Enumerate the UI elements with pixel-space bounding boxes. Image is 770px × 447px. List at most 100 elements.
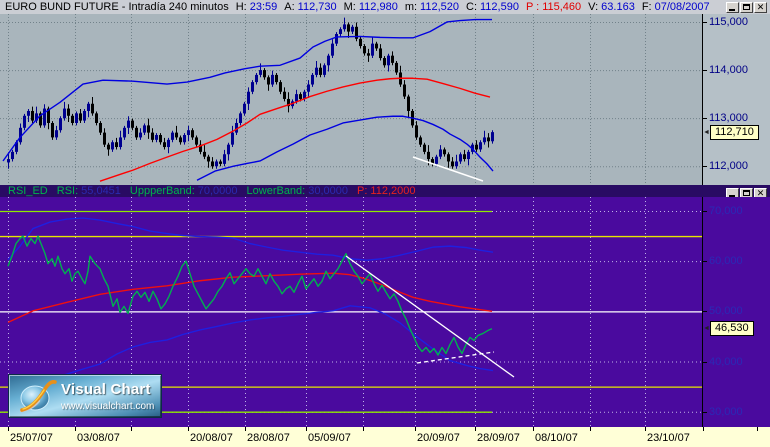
date-axis-tick (8, 427, 9, 431)
maximize-icon (743, 4, 750, 10)
rsi-header-bar: RSI_ED RSI: 55,0451 UppperBand: 70,0000 Lower… (0, 185, 770, 197)
rsi-trendline (345, 255, 515, 378)
close-icon: ✕ (756, 2, 765, 12)
quote-field-label: m: (404, 1, 418, 13)
rsi-axis-tick (702, 311, 707, 312)
minimize-icon (729, 9, 735, 11)
quote-field-value: 112,730 (297, 1, 337, 13)
date-axis-tick (75, 427, 76, 431)
date-axis-tick (245, 427, 246, 431)
date-axis-tick (645, 427, 646, 431)
chart-title: EURO BUND FUTURE - Intradía 240 minutos (5, 1, 229, 13)
quote-field-label: UppperBand: (129, 185, 195, 197)
rsi-line (7, 235, 493, 356)
rsi-axis-label: 70,000 (709, 205, 743, 217)
rsi-value-label: ◄ 46,530 (703, 321, 754, 336)
quote-field-value: 112,520 (420, 1, 459, 13)
rsi-lower-bollinger (7, 305, 494, 382)
price-axis-tick (702, 70, 707, 71)
title-quote-fields: H: 23:59 A: 112,730 M: 112,980 m: 112,520 C: 112,… (229, 1, 710, 13)
trendline (412, 156, 484, 182)
quote-field-label: P : (525, 1, 540, 13)
moving-average (99, 77, 491, 182)
quote-field-value: 115,460 (542, 1, 582, 13)
quote-field-value: 112,980 (358, 1, 398, 13)
price-axis-tick (702, 118, 707, 119)
price-axis-tick (702, 22, 707, 23)
date-axis-tick (757, 427, 758, 431)
date-axis: 25/07/07 03/08/07 20/08/07 28/08/07 05/09/07… (0, 427, 770, 447)
price-chart-panel: 115,000 114,000 113,000 112,000 ◄ 112,710 (0, 14, 770, 185)
quote-field-value: 70,0000 (197, 185, 238, 197)
rsi-axis-label: 30,000 (709, 406, 743, 418)
upper-bollinger-band (2, 18, 492, 162)
rsi-upper-bollinger (7, 217, 494, 261)
rsi-axis-tick (702, 211, 707, 212)
date-axis-tick (131, 427, 132, 431)
rsi-current-value: 46,530 (709, 321, 754, 336)
rsi-axis-label: 40,000 (709, 356, 743, 368)
logo-title: Visual Chart (61, 381, 151, 398)
close-button[interactable]: ✕ (754, 2, 767, 13)
maximize-button[interactable] (740, 2, 753, 13)
date-axis-tick (590, 427, 591, 431)
quote-field-label: F: (641, 1, 652, 13)
price-axis-label: 114,000 (709, 64, 748, 76)
rsi-axis-tick (702, 261, 707, 262)
logo-url[interactable]: www.visualchart.com (61, 401, 155, 412)
price-arrow-icon: ◄ (703, 129, 710, 136)
title-bar: EURO BUND FUTURE - Intradía 240 minutos H… (0, 0, 770, 14)
logo-sphere-icon (19, 380, 57, 413)
quote-field-value: 30,0000 (308, 185, 348, 197)
date-axis-tick (188, 427, 189, 431)
date-axis-label: 20/09/07 (417, 432, 460, 444)
quote-field-value: 63.163 (601, 1, 635, 13)
price-axis-label: 113,000 (709, 112, 748, 124)
quote-field-label: LowerBand: (246, 185, 306, 197)
rsi-axis-label: 60,000 (709, 255, 743, 267)
quote-field-label: V: (588, 1, 599, 13)
date-axis-tick (415, 427, 416, 431)
minimize-icon (729, 195, 735, 197)
date-axis-label: 25/07/07 (10, 432, 53, 444)
date-axis-label: 28/08/07 (247, 432, 290, 444)
date-axis-label: 23/10/07 (647, 432, 690, 444)
restore-icon (743, 190, 750, 196)
date-axis-tick (363, 427, 364, 431)
quote-field-label: C: (466, 1, 477, 13)
rsi-quote-fields: RSI: 55,0451 UppperBand: 70,0000 LowerBand: 3… (48, 185, 416, 197)
price-axis-label: 112,000 (709, 160, 748, 172)
date-axis-label: 05/09/07 (308, 432, 351, 444)
date-axis-label: 20/08/07 (190, 432, 233, 444)
quote-field-value: 112,590 (480, 1, 519, 13)
last-price-label: ◄ 112,710 (703, 125, 759, 140)
last-price-value: 112,710 (709, 125, 759, 140)
price-chart-canvas[interactable] (0, 14, 770, 185)
date-axis-label: 28/09/07 (477, 432, 520, 444)
rsi-arrow-icon: ◄ (703, 325, 710, 332)
quote-field-value: 23:59 (249, 1, 278, 13)
rsi-moving-average (7, 272, 493, 324)
rsi-chart-canvas[interactable] (0, 197, 770, 427)
minimize-button[interactable] (726, 2, 739, 13)
lower-bollinger-band (196, 115, 494, 181)
window-controls: ✕ (726, 2, 767, 13)
quote-field-label: P: (357, 185, 368, 197)
date-axis-tick (533, 427, 534, 431)
date-axis-tick (475, 427, 476, 431)
price-axis-label: 115,000 (709, 16, 748, 28)
rsi-axis-label: 50,000 (709, 305, 743, 317)
price-axis-tick (702, 166, 707, 167)
date-axis-label: 03/08/07 (77, 432, 120, 444)
quote-field-label: H: (235, 1, 247, 13)
quote-field-value: 112,2000 (370, 185, 416, 197)
indicator-name: RSI_ED (8, 185, 48, 197)
quote-field-value: 07/08/2007 (654, 1, 710, 13)
quote-field-label: RSI: (56, 185, 79, 197)
quote-field-value: 55,0451 (81, 185, 121, 197)
date-axis-label: 08/10/07 (535, 432, 578, 444)
price-axis-strip (703, 14, 770, 185)
visual-chart-logo: Visual Chart www.visualchart.com (8, 374, 162, 418)
rsi-dashed-trendline (416, 351, 495, 364)
